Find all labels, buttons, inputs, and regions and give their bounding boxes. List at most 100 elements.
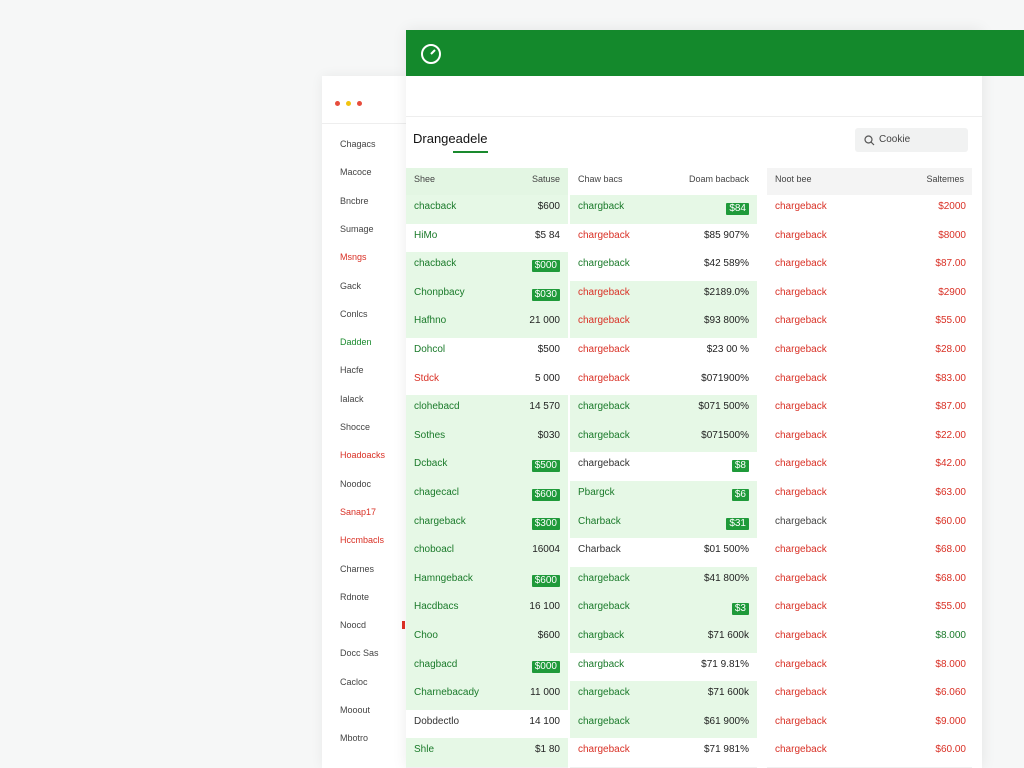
nav-item[interactable]: Chagacs [340,139,376,149]
table-row[interactable]: chargeback $071900% [570,366,757,397]
dot [346,101,351,106]
table-row[interactable]: chargeback $9.000 [767,709,972,740]
row-amount: $071 500% [698,401,749,413]
table-row[interactable]: Chonpbacy $030 [406,280,568,311]
table-row[interactable]: Stdck 5 000 [406,366,568,397]
row-name: chagecacl [414,487,460,498]
nav-item[interactable]: Macoce [340,167,372,178]
nav-item[interactable]: Cacloc [340,676,368,687]
table-row[interactable]: chargeback $71 981% [570,738,757,768]
nav-item[interactable]: Bncbre [340,195,369,206]
row-amount: $71 981% [703,744,749,756]
table-row[interactable]: chargeback $28.00 [767,338,972,368]
row-name: chargeback [775,344,827,355]
table-row[interactable]: chargeback $55.00 [767,309,972,339]
table-row[interactable]: chargeback $300 [406,509,568,540]
table-row[interactable]: chargeback $2000 [767,195,972,225]
table-row[interactable]: chagecacl $600 [406,481,568,511]
table-row[interactable]: chargeback $87.00 [767,252,972,282]
nav-item[interactable]: Hoadoacks [340,450,386,461]
table-row[interactable]: Shle $1 80 [406,738,568,768]
table-row[interactable]: chargback $71 9.81% [570,652,757,683]
table-row[interactable]: chacback $600 [406,195,568,225]
table-row[interactable]: chargeback $87.00 [767,395,972,425]
table-row[interactable]: clohebacd 14 570 [406,395,568,425]
nav-item[interactable]: Sumage [340,223,374,234]
table-row[interactable]: chargeback $83.00 [767,366,972,397]
search-box[interactable]: Cookie [855,128,968,152]
column-header: Doam bacback [688,174,749,184]
row-name: chacback [414,258,457,270]
table-row[interactable]: chargeback $8000 [767,223,972,254]
row-amount: $31 [726,517,749,530]
table-row[interactable]: chargeback $8.000 [767,652,972,683]
table-row[interactable]: Dohcol $500 [406,338,568,368]
nav-item[interactable]: Mbotro [340,733,369,744]
table-row[interactable]: chargeback $23 00 % [570,338,757,368]
row-amount: $71 600k [707,630,749,641]
table-row[interactable]: chargeback $93 800% [570,309,757,339]
row-amount: $8 [731,460,749,473]
table-row[interactable]: chagbacd $000 [406,652,568,683]
nav-item[interactable]: Charnes [340,563,375,574]
table-row[interactable]: Hamngeback $600 [406,566,568,597]
table-row[interactable]: Charnebacady 11 000 [406,681,568,711]
row-name: Dobdectlo [414,715,460,727]
table-row[interactable]: Charback $01 500% [570,538,757,568]
row-amount: $71 600k [707,687,749,699]
table-row[interactable]: chargeback $41 800% [570,566,757,597]
table-row[interactable]: Charback $31 [570,509,757,540]
table-row[interactable]: choboacl 16004 [406,538,568,568]
table-row[interactable]: chargeback $2900 [767,280,972,311]
nav-item[interactable]: Gack [340,280,362,291]
table-row[interactable]: chargeback $42.00 [767,452,972,482]
table-row[interactable]: chargeback $55.00 [767,595,972,625]
nav-item[interactable]: Rdnote [340,591,370,602]
table-row[interactable]: Pbargck $6 [570,481,757,511]
row-name: Hafhno [414,315,447,327]
row-name: Pbargck [578,487,615,498]
table-row[interactable]: chacback $000 [406,252,568,282]
table-row[interactable]: chargeback $8 [570,452,757,482]
table-row[interactable]: chargeback $42 589% [570,252,757,282]
row-amount: $300 [531,517,560,530]
nav-item[interactable]: Sanap17 [340,506,377,517]
table-row[interactable]: Hafhno 21 000 [406,309,568,339]
table-row[interactable]: chargeback $61 900% [570,709,757,740]
table-row[interactable]: HiMo $5 84 [406,223,568,254]
table-row[interactable]: chargeback $85 907% [570,223,757,254]
nav-item[interactable]: Msngs [340,252,367,263]
nav-item[interactable]: Ialack [340,393,364,404]
nav-item[interactable]: Dadden [340,337,372,348]
table-row[interactable]: chargeback $68.00 [767,538,972,568]
nav-item[interactable]: Docc Sas [340,648,379,659]
table-row[interactable]: chargback $84 [570,195,757,225]
nav-item[interactable]: Hccmbacls [340,535,385,546]
row-name: chacback [414,201,457,212]
table-row[interactable]: chargeback $8.000 [767,624,972,654]
table-row[interactable]: chargeback $6.060 [767,681,972,711]
nav-item[interactable]: Mooout [340,705,371,715]
nav-item[interactable]: Hacfe [340,365,364,376]
table-row[interactable]: chargeback $68.00 [767,566,972,597]
table-row[interactable]: chargback $71 600k [570,624,757,654]
table-row[interactable]: chargeback $22.00 [767,423,972,454]
table-row[interactable]: chargeback $60.00 [767,509,972,540]
row-amount: $28.00 [935,344,966,355]
table-row[interactable]: chargeback $3 [570,595,757,625]
nav-item[interactable]: Shocce [340,422,371,432]
table-row[interactable]: chargeback $2189.0% [570,280,757,311]
table-row[interactable]: Sothes $030 [406,423,568,454]
table-row[interactable]: chargeback $60.00 [767,738,972,768]
table-row[interactable]: chargeback $071500% [570,423,757,454]
table-row[interactable]: Dobdectlo 14 100 [406,709,568,740]
table-row[interactable]: chargeback $71 600k [570,681,757,711]
table-row[interactable]: chargeback $071 500% [570,395,757,425]
table-row[interactable]: Choo $600 [406,624,568,654]
nav-item[interactable]: Conlcs [340,308,368,319]
nav-item[interactable]: Noodoc [340,478,372,489]
nav-item[interactable]: Noocd [340,620,367,631]
table-row[interactable]: Dcback $500 [406,452,568,482]
table-row[interactable]: chargeback $63.00 [767,481,972,511]
table-row[interactable]: Hacdbacs 16 100 [406,595,568,625]
